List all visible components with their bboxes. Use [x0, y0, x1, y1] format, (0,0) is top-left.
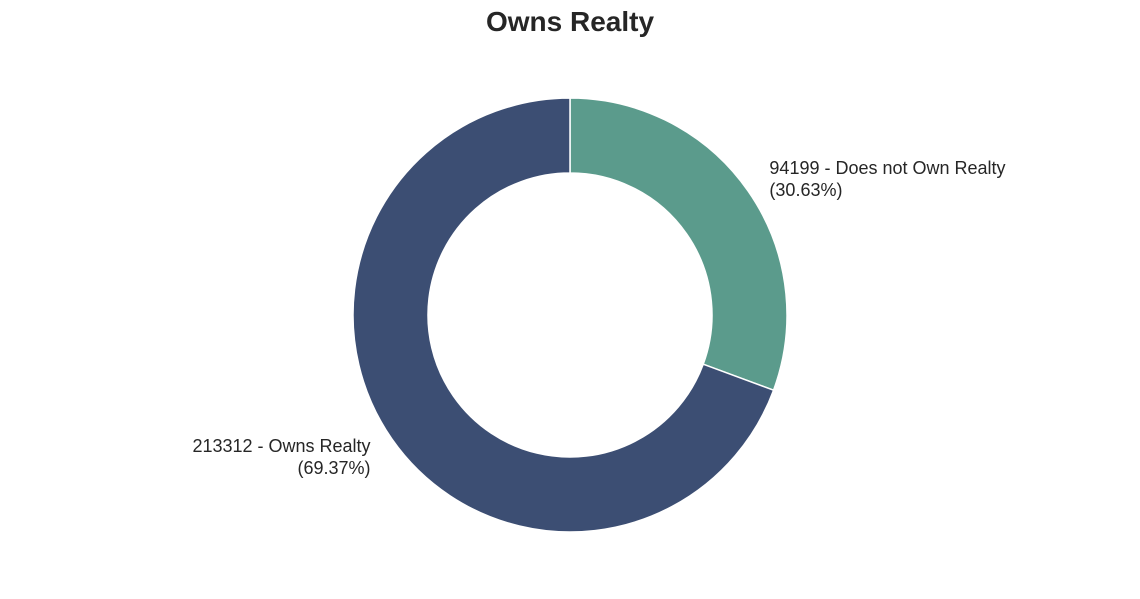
- slices-group: [352, 97, 788, 533]
- slice-label-line1: 213312 - Owns Realty: [192, 436, 370, 456]
- slice-label-line2: (30.63%): [769, 180, 842, 200]
- donut-slice-0: [569, 97, 788, 392]
- slice-label-line2: (69.37%): [298, 458, 371, 478]
- slice-label-0: 94199 - Does not Own Realty (30.63%): [769, 158, 1005, 200]
- chart-title: Owns Realty: [485, 6, 655, 37]
- slice-label-1: 213312 - Owns Realty (69.37%): [192, 436, 370, 478]
- slice-label-line1: 94199 - Does not Own Realty: [769, 158, 1005, 178]
- donut-slice-1: [352, 97, 775, 533]
- labels-group: 94199 - Does not Own Realty (30.63%) 21331…: [192, 158, 1005, 478]
